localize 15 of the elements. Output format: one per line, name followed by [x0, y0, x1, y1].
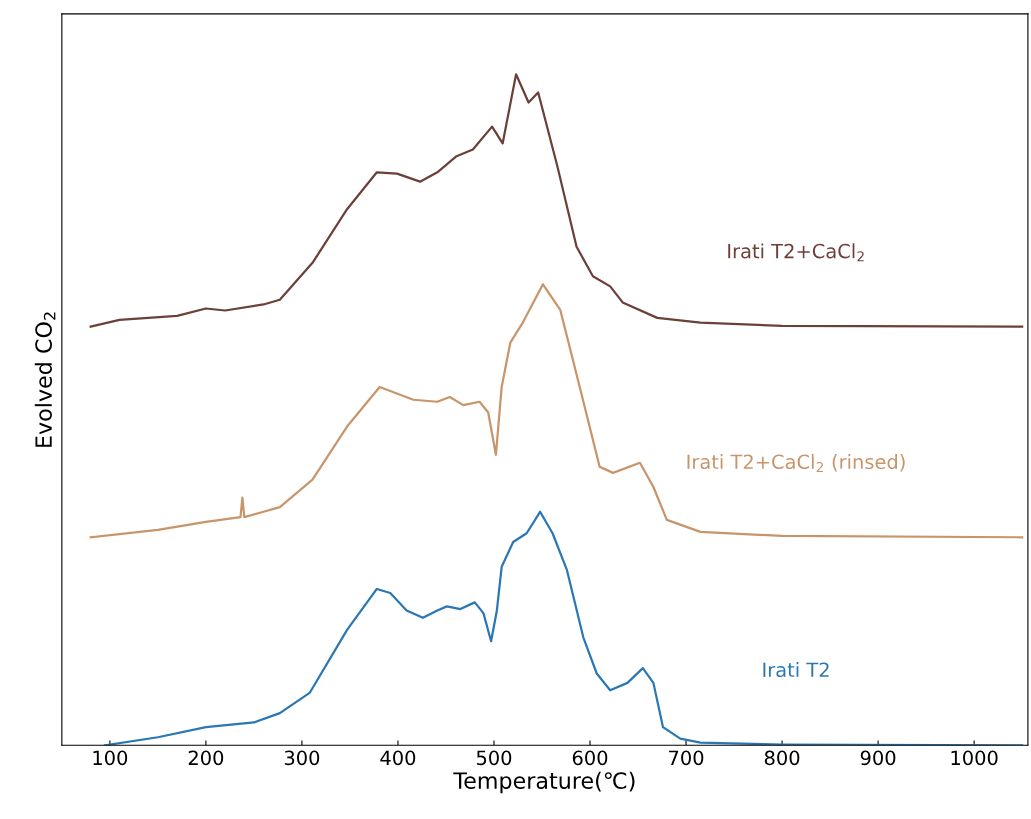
series-label: Irati T2+CaCl$_{2}$ (rinsed)	[687, 454, 905, 473]
text: Irati T2	[763, 662, 829, 678]
x-tick-label: 900	[860, 750, 896, 766]
x-tick-label: 200	[188, 750, 224, 766]
x-tick-label: 600	[572, 750, 608, 766]
y-axis-title: Evolved CO$_{2}$	[34, 312, 56, 447]
x-tick-label: 100	[93, 750, 128, 766]
x-tick-label: 800	[764, 750, 800, 766]
x-tick-label: 700	[669, 750, 704, 766]
x-tick-label: 400	[380, 750, 416, 766]
text: Irati T2+CaCl$_{2}$	[728, 243, 864, 262]
x-axis-title: Temperature(℃)	[453, 771, 635, 794]
x-tick-label: 1000	[951, 750, 998, 766]
x-tick-label: 500	[476, 750, 512, 766]
x-tick-label: 300	[284, 750, 320, 766]
